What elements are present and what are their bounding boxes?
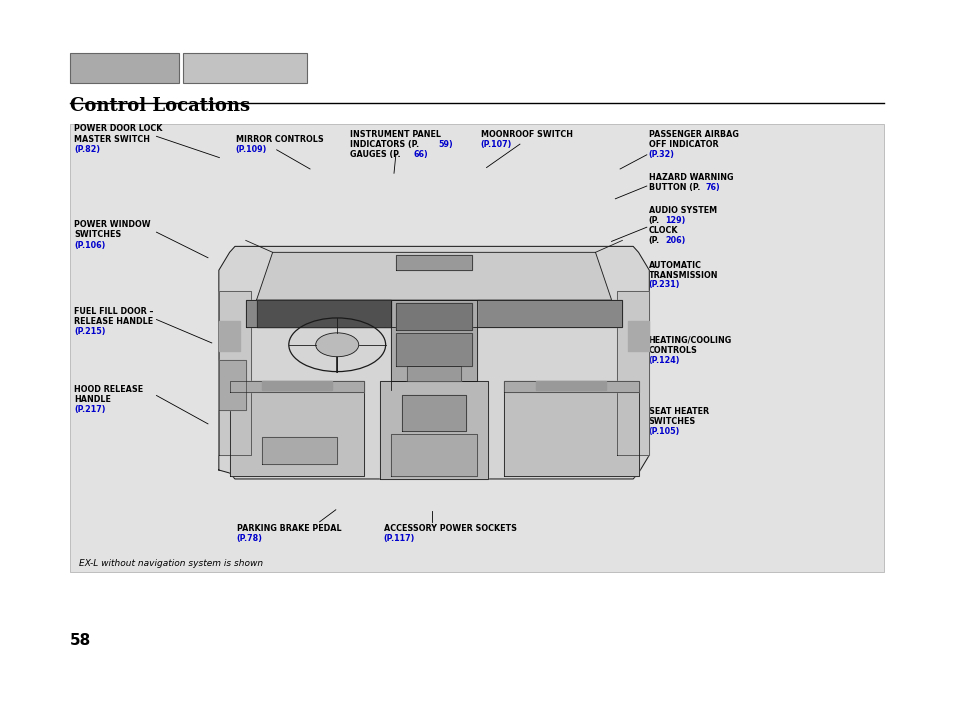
- Text: HOOD RELEASE: HOOD RELEASE: [74, 385, 143, 394]
- Text: (P.117): (P.117): [383, 534, 415, 543]
- Text: HANDLE: HANDLE: [74, 395, 112, 404]
- Text: SWITCHES: SWITCHES: [74, 230, 122, 239]
- Text: (P.107): (P.107): [480, 140, 512, 149]
- Polygon shape: [396, 303, 471, 330]
- Polygon shape: [380, 381, 487, 479]
- Polygon shape: [218, 291, 251, 455]
- Text: HEATING/COOLING: HEATING/COOLING: [648, 336, 731, 345]
- Text: (P.215): (P.215): [74, 327, 106, 337]
- Text: MASTER SWITCH: MASTER SWITCH: [74, 134, 151, 143]
- Polygon shape: [218, 246, 649, 479]
- Text: EX-L without navigation system is shown: EX-L without navigation system is shown: [79, 559, 263, 569]
- Text: Control Locations: Control Locations: [70, 97, 250, 115]
- Text: 76): 76): [704, 183, 719, 192]
- Text: AUDIO SYSTEM: AUDIO SYSTEM: [648, 206, 716, 215]
- Polygon shape: [627, 321, 649, 351]
- Text: 59): 59): [438, 140, 453, 149]
- Text: POWER WINDOW: POWER WINDOW: [74, 220, 151, 229]
- Polygon shape: [262, 437, 336, 464]
- Text: (P.106): (P.106): [74, 241, 106, 250]
- Polygon shape: [391, 435, 476, 476]
- Text: TRANSMISSION: TRANSMISSION: [648, 271, 718, 280]
- Polygon shape: [218, 321, 240, 351]
- Bar: [70, 53, 179, 83]
- Polygon shape: [396, 256, 471, 271]
- Text: 58: 58: [70, 633, 91, 648]
- Text: MOONROOF SWITCH: MOONROOF SWITCH: [480, 130, 572, 139]
- Text: HAZARD WARNING: HAZARD WARNING: [648, 173, 733, 182]
- Text: 206): 206): [664, 236, 684, 245]
- Polygon shape: [503, 381, 638, 476]
- Circle shape: [315, 333, 358, 356]
- Text: (P.105): (P.105): [648, 427, 679, 436]
- Text: FUEL FILL DOOR –: FUEL FILL DOOR –: [74, 307, 153, 316]
- Text: RELEASE HANDLE: RELEASE HANDLE: [74, 317, 153, 326]
- Polygon shape: [230, 381, 364, 393]
- Text: (P.32): (P.32): [648, 150, 674, 159]
- Polygon shape: [262, 381, 332, 390]
- Text: INDICATORS (P.: INDICATORS (P.: [350, 140, 418, 149]
- Bar: [70, 124, 883, 572]
- Text: OFF INDICATOR: OFF INDICATOR: [648, 140, 718, 149]
- Text: 129): 129): [664, 216, 684, 225]
- Text: PARKING BRAKE PEDAL: PARKING BRAKE PEDAL: [236, 524, 341, 533]
- Text: MIRROR CONTROLS: MIRROR CONTROLS: [235, 135, 323, 144]
- Text: CONTROLS: CONTROLS: [648, 346, 697, 355]
- Text: (P.217): (P.217): [74, 405, 106, 415]
- Text: 66): 66): [413, 150, 427, 159]
- Text: (P.124): (P.124): [648, 356, 679, 365]
- Text: SWITCHES: SWITCHES: [648, 417, 696, 426]
- Polygon shape: [503, 381, 638, 393]
- Polygon shape: [536, 381, 605, 390]
- Text: (P.109): (P.109): [235, 145, 267, 154]
- Text: AUTOMATIC: AUTOMATIC: [648, 261, 701, 270]
- Polygon shape: [218, 360, 246, 410]
- Bar: [183, 53, 307, 83]
- Text: (P.82): (P.82): [74, 145, 100, 154]
- Polygon shape: [407, 366, 460, 381]
- Text: (P.: (P.: [648, 236, 659, 245]
- Text: INSTRUMENT PANEL: INSTRUMENT PANEL: [350, 130, 440, 139]
- Text: POWER DOOR LOCK: POWER DOOR LOCK: [74, 124, 163, 133]
- Polygon shape: [230, 381, 364, 476]
- Polygon shape: [391, 300, 476, 381]
- Polygon shape: [396, 333, 471, 366]
- Text: CLOCK: CLOCK: [648, 226, 678, 235]
- Polygon shape: [401, 395, 466, 431]
- Text: (P.78): (P.78): [236, 534, 262, 543]
- Text: BUTTON (P.: BUTTON (P.: [648, 183, 700, 192]
- Text: SEAT HEATER: SEAT HEATER: [648, 407, 708, 416]
- Polygon shape: [617, 291, 649, 455]
- Text: PASSENGER AIRBAG: PASSENGER AIRBAG: [648, 130, 738, 139]
- Polygon shape: [256, 300, 391, 327]
- Text: (P.: (P.: [648, 216, 659, 225]
- Text: ACCESSORY POWER SOCKETS: ACCESSORY POWER SOCKETS: [383, 524, 516, 533]
- Text: (P.231): (P.231): [648, 280, 679, 290]
- Polygon shape: [246, 300, 621, 327]
- Text: GAUGES (P.: GAUGES (P.: [350, 150, 400, 159]
- Polygon shape: [256, 252, 611, 300]
